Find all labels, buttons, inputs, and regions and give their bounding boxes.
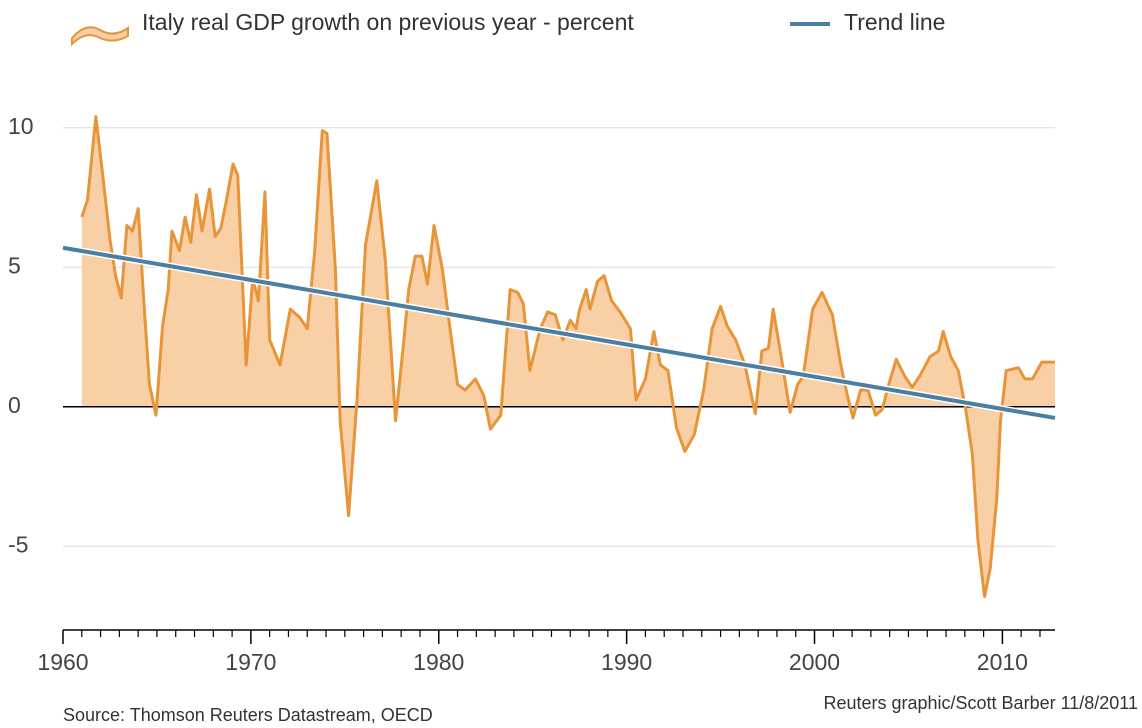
x-tick-label: 1980	[413, 649, 464, 675]
y-tick-label: 0	[8, 392, 21, 418]
x-tick-label: 1970	[225, 649, 276, 675]
legend-swatch-area	[71, 26, 129, 47]
x-tick-label: 1990	[601, 649, 652, 675]
legend-label: Trend line	[844, 9, 945, 35]
x-tick-label: 2000	[789, 649, 840, 675]
source: Source: Thomson Reuters Datastream, OECD	[63, 705, 433, 725]
x-tick-label: 2010	[977, 649, 1028, 675]
y-tick-label: -5	[8, 531, 28, 557]
y-tick-label: 10	[8, 113, 34, 139]
credit: Reuters graphic/Scott Barber 11/8/2011	[823, 693, 1138, 713]
legend-label: Italy real GDP growth on previous year -…	[142, 9, 634, 35]
area-fill	[81, 116, 1055, 597]
trend-line	[62, 245, 1056, 420]
x-tick-label: 1960	[37, 649, 88, 675]
y-tick-label: 5	[8, 252, 21, 278]
